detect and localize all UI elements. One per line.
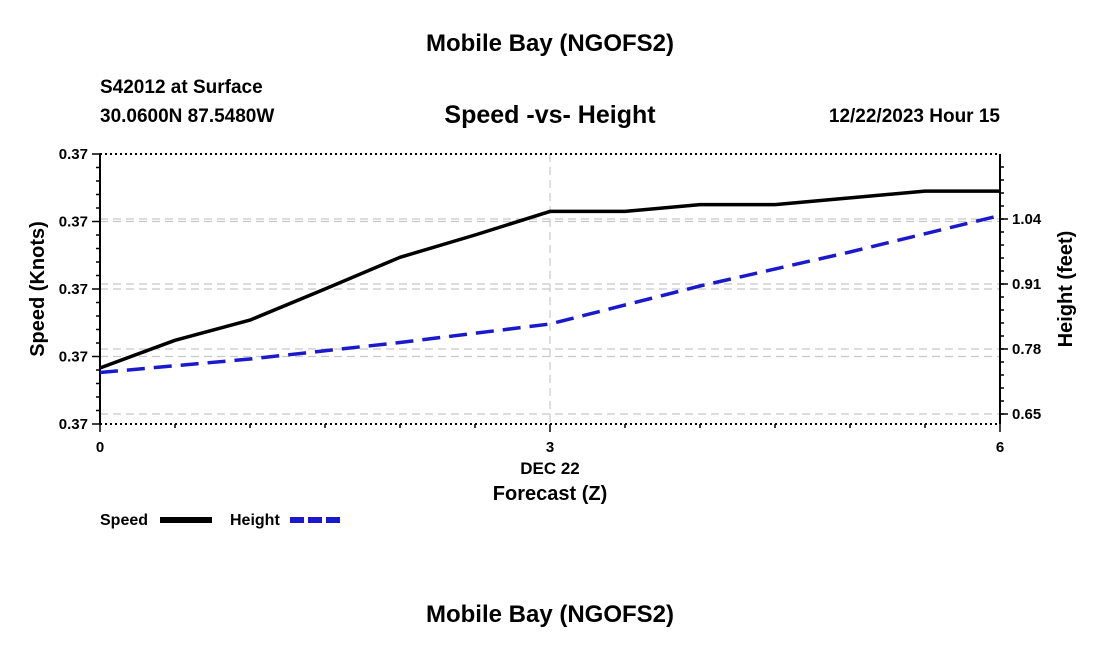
right-axis-label: Height (feet) — [1055, 231, 1077, 348]
x-date-label: DEC 22 — [520, 459, 580, 478]
x-tick-label: 0 — [96, 439, 104, 456]
left-tick-label: 0.37 — [59, 146, 88, 163]
right-tick-label: 1.04 — [1012, 211, 1042, 228]
x-tick-label: 3 — [546, 439, 554, 456]
footer-title: Mobile Bay (NGOFS2) — [425, 601, 675, 628]
forecast-datetime: 12/22/2023 Hour 15 — [828, 106, 1000, 127]
legend-label-height: Height — [230, 512, 280, 529]
height-series-line — [99, 213, 1001, 375]
left-axis-label: Speed (Knots) — [27, 221, 49, 357]
right-tick-label: 0.78 — [1012, 341, 1041, 358]
left-tick-label: 0.37 — [59, 214, 88, 231]
speed-series-line — [99, 189, 1000, 370]
x-axis-label: Forecast (Z) — [493, 483, 607, 505]
x-tick-label: 6 — [996, 439, 1004, 456]
left-tick-label: 0.37 — [59, 349, 88, 366]
left-tick-label: 0.37 — [59, 416, 88, 433]
right-tick-label: 0.91 — [1012, 276, 1041, 293]
station-coordinates: 30.0600N 87.5480W — [100, 106, 275, 127]
chart-title: Speed -vs- Height — [444, 101, 656, 129]
legend-label-speed: Speed — [100, 512, 148, 529]
right-tick-label: 0.65 — [1012, 406, 1041, 423]
left-tick-label: 0.37 — [59, 281, 88, 298]
main-title: Mobile Bay (NGOFS2) — [425, 30, 675, 57]
station-label: S42012 at Surface — [100, 77, 263, 98]
